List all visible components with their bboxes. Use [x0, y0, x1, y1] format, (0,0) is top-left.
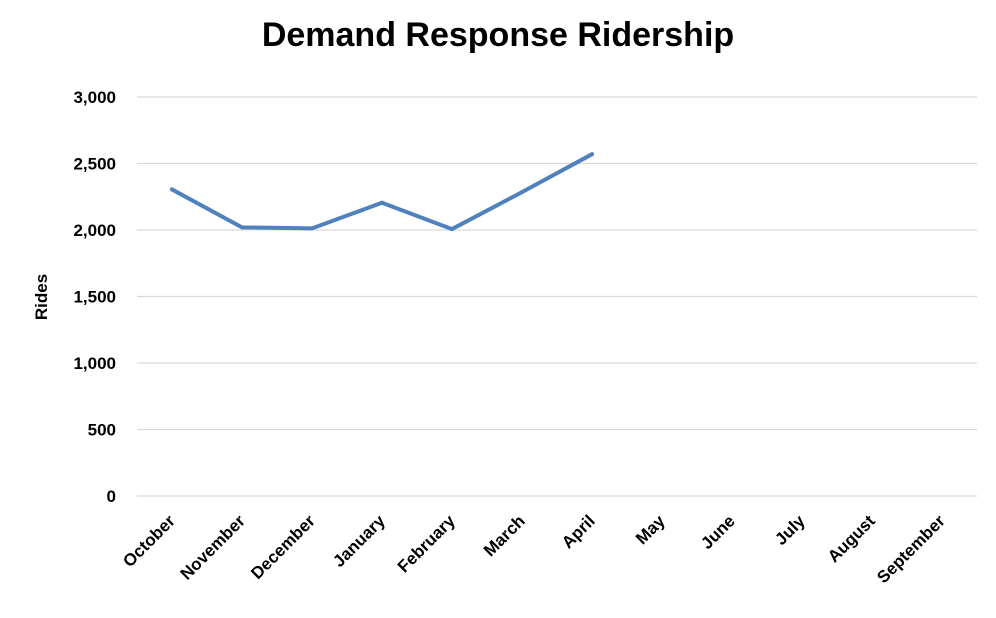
y-tick-label: 1,000 — [73, 354, 116, 373]
series-layer — [170, 152, 594, 232]
y-tick-label: 1,500 — [73, 288, 116, 307]
x-tick-label: May — [632, 511, 669, 548]
x-tick-label: October — [119, 511, 179, 571]
x-tick-label: March — [480, 511, 529, 560]
x-tick-label: February — [394, 511, 459, 576]
y-tick-label: 2,500 — [73, 155, 116, 174]
y-tick-label: 2,000 — [73, 221, 116, 240]
series-line — [170, 152, 594, 232]
y-axis-label: Rides — [32, 274, 51, 320]
data-point — [450, 227, 454, 232]
data-point — [590, 152, 594, 157]
y-axis-tick-labels: 0 500 1,000 1,500 2,000 2,500 3,000 — [73, 88, 116, 506]
data-point — [170, 187, 174, 192]
x-tick-label: April — [558, 511, 599, 552]
y-tick-label: 3,000 — [73, 88, 116, 107]
data-point — [520, 190, 524, 195]
data-point — [240, 225, 244, 230]
x-tick-label: January — [329, 511, 389, 571]
data-point — [310, 226, 314, 231]
x-tick-label: November — [177, 511, 249, 583]
x-tick-label: August — [824, 511, 879, 566]
x-tick-label: July — [771, 511, 809, 549]
x-tick-label: June — [697, 511, 738, 552]
y-tick-label: 0 — [107, 487, 116, 506]
y-tick-label: 500 — [88, 421, 116, 440]
x-tick-label: December — [247, 511, 319, 583]
x-tick-label: September — [873, 511, 949, 587]
chart-title: Demand Response Ridership — [261, 16, 735, 54]
gridlines — [137, 96, 977, 497]
data-point — [380, 200, 384, 205]
